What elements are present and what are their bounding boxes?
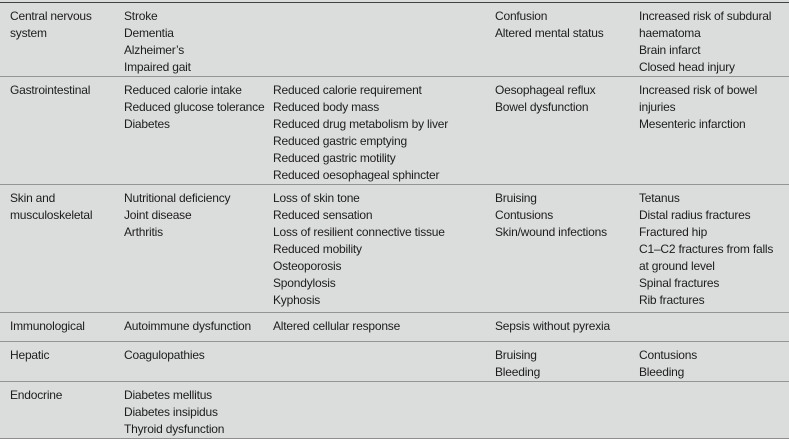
cell-item: Closed head injury [639, 60, 735, 74]
cell-item: Brain infarct [639, 43, 701, 57]
effects-cell: Increased risk of subdural haematoma Brai… [639, 3, 789, 77]
table-body: Central nervous system Stroke Dementia Alzh… [0, 3, 789, 439]
effects-cell [639, 382, 789, 439]
cell-item: Altered cellular response [273, 319, 401, 333]
cell-item: Rib fractures [639, 293, 705, 307]
cell-item: Osteoporosis [273, 259, 342, 273]
cell-item: Bruising [495, 348, 537, 362]
effects-cell: Altered cellular response [273, 313, 495, 342]
cell-item: Spondylosis [273, 276, 336, 290]
cell-item: Mesenteric infarction [639, 117, 746, 131]
system-cell: Central nervous system [10, 9, 92, 40]
effects-cell: Loss of skin tone Reduced sensation Loss o… [273, 185, 495, 313]
effects-cell [273, 382, 495, 439]
cell-item: Skin/wound infections [495, 225, 607, 239]
effects-cell [273, 3, 495, 77]
system-cell: Immunological [10, 319, 85, 333]
cell-item: Distal radius fractures [639, 208, 751, 222]
cell-item: Reduced mobility [273, 242, 362, 256]
table-row: Immunological Autoimmune dysfunction Alter… [0, 313, 789, 342]
effects-cell: Contusions Bleeding [639, 342, 789, 382]
effects-cell: Bruising Bleeding [495, 342, 639, 382]
cell-item: Joint disease [124, 208, 192, 222]
cell-item: Altered mental status [495, 26, 604, 40]
system-cell: Skin and musculoskeletal [10, 191, 93, 222]
table-row: Gastrointestinal Reduced calorie intake Re… [0, 77, 789, 185]
table-row: Hepatic Coagulopathies Bruising Bleeding Con… [0, 342, 789, 382]
effects-cell [639, 313, 789, 342]
cell-item: Confusion [495, 9, 548, 23]
cell-item: Contusions [495, 208, 554, 222]
table-row: Endocrine Diabetes mellitus Diabetes insip… [0, 382, 789, 439]
cell-item: Reduced glucose tolerance [124, 100, 265, 114]
system-cell: Gastrointestinal [10, 83, 91, 97]
effects-cell [495, 382, 639, 439]
cell-item: Contusions [639, 348, 698, 362]
cell-item: Kyphosis [273, 293, 321, 307]
table-row: Central nervous system Stroke Dementia Alzh… [0, 3, 789, 77]
cell-item: Thyroid dysfunction [124, 422, 225, 436]
cell-item: Diabetes insipidus [124, 405, 218, 419]
cell-item: Alzheimer’s [124, 43, 185, 57]
cell-item: Impaired gait [124, 60, 191, 74]
cell-item: Increased risk of subdural haematoma [639, 9, 772, 40]
cell-item: Reduced calorie intake [124, 83, 242, 97]
cell-item: Autoimmune dysfunction [124, 319, 252, 333]
effects-cell [273, 342, 495, 382]
cell-item: Tetanus [639, 191, 680, 205]
cell-item: Dementia [124, 26, 174, 40]
cell-item: Sepsis without pyrexia [495, 319, 610, 333]
cell-item: C1–C2 fractures from falls at ground lev… [639, 242, 774, 273]
cell-item: Nutritional deficiency [124, 191, 231, 205]
cell-item: Coagulopathies [124, 348, 205, 362]
cell-item: Diabetes mellitus [124, 388, 212, 402]
cell-item: Reduced oesophageal sphincter [273, 168, 440, 182]
cell-item: Reduced sensation [273, 208, 373, 222]
table-row: Skin and musculoskeletal Nutritional defi… [0, 185, 789, 313]
effects-cell: Confusion Altered mental status [495, 3, 639, 77]
effects-cell: Tetanus Distal radius fractures Fractured … [639, 185, 789, 313]
cell-item: Bleeding [495, 365, 541, 379]
cell-item: Oesophageal reflux [495, 83, 596, 97]
effects-cell: Bruising Contusions Skin/wound infections [495, 185, 639, 313]
cell-item: Bruising [495, 191, 537, 205]
cell-item: Reduced gastric motility [273, 151, 396, 165]
system-cell: Endocrine [10, 388, 63, 402]
cell-item: Stroke [124, 9, 158, 23]
effects-cell: Sepsis without pyrexia [495, 313, 639, 342]
cell-item: Reduced calorie requirement [273, 83, 422, 97]
effects-cell: Reduced calorie intake Reduced glucose to… [124, 77, 273, 185]
cell-item: Reduced drug metabolism by liver [273, 117, 449, 131]
cell-item: Diabetes [124, 117, 170, 131]
cell-item: Increased risk of bowel injuries [639, 83, 758, 114]
effects-cell: Stroke Dementia Alzheimer’s Impaired gait [124, 3, 273, 77]
effects-cell: Autoimmune dysfunction [124, 313, 273, 342]
system-cell: Hepatic [10, 348, 50, 362]
cell-item: Spinal fractures [639, 276, 720, 290]
effects-cell: Reduced calorie requirement Reduced body … [273, 77, 495, 185]
cell-item: Fractured hip [639, 225, 708, 239]
cell-item: Bowel dysfunction [495, 100, 589, 114]
cell-item: Loss of skin tone [273, 191, 360, 205]
effects-cell: Oesophageal reflux Bowel dysfunction [495, 77, 639, 185]
cell-item: Reduced gastric emptying [273, 134, 407, 148]
cell-item: Reduced body mass [273, 100, 379, 114]
effects-cell: Coagulopathies [124, 342, 273, 382]
effects-cell: Increased risk of bowel injuries Mesenter… [639, 77, 789, 185]
cell-item: Loss of resilient connective tissue [273, 225, 445, 239]
effects-cell: Diabetes mellitus Diabetes insipidus Thyro… [124, 382, 273, 439]
effects-cell: Nutritional deficiency Joint disease Arthr… [124, 185, 273, 313]
cell-item: Arthritis [124, 225, 163, 239]
cell-item: Bleeding [639, 365, 685, 379]
